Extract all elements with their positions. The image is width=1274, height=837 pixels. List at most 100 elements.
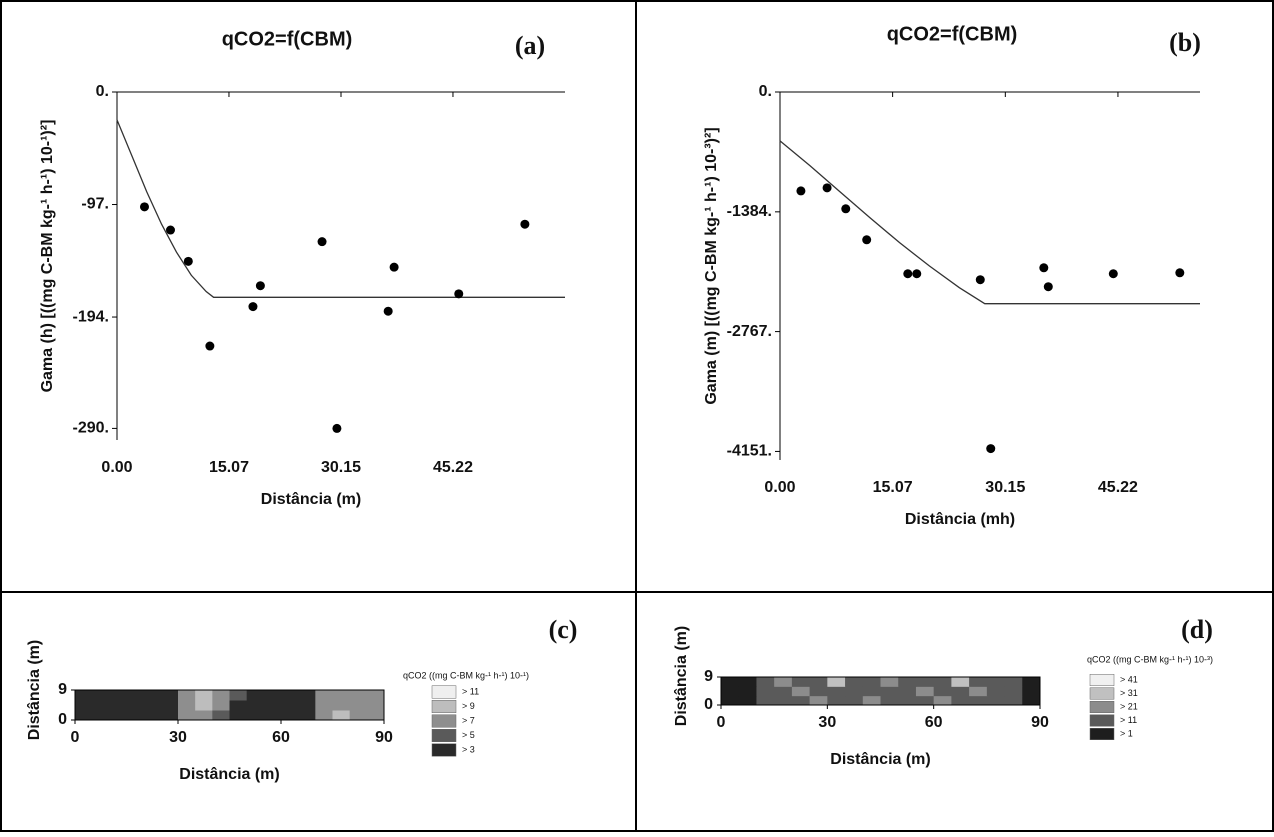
x-tick-label: 90 — [1031, 714, 1049, 731]
y-tick-label: 0. — [759, 83, 772, 100]
contour-cell — [92, 710, 110, 721]
y-axis-label: Distância (m) — [26, 640, 43, 740]
legend-label: > 31 — [1120, 688, 1138, 698]
contour-cell — [281, 710, 299, 721]
point — [205, 341, 215, 351]
contour-cell — [845, 686, 864, 697]
contour-cell — [178, 710, 196, 721]
contour-cell — [1022, 686, 1041, 697]
contour-cell — [281, 700, 299, 711]
contour-cell — [969, 686, 988, 697]
x-tick-label: 30.15 — [985, 479, 1025, 496]
point — [383, 306, 393, 316]
contour-cell — [738, 677, 757, 687]
contour-cell — [349, 700, 368, 711]
contour-cell — [1022, 695, 1041, 706]
contour-cell — [109, 700, 127, 711]
contour-cell — [315, 690, 333, 701]
contour-cell — [160, 690, 179, 701]
y-tick-label: -4151. — [727, 443, 772, 460]
y-tick-label: -97. — [81, 196, 109, 213]
contour-cell — [212, 690, 230, 701]
point — [165, 225, 175, 235]
legend-label: > 11 — [462, 686, 479, 696]
y-tick-label: -1384. — [727, 203, 772, 220]
panel-label: (d) — [1181, 615, 1213, 644]
contour-cell — [1022, 677, 1041, 687]
y-axis-label: Gama (m) [((mg C-BM kg-¹ h-¹) 10-³)²] — [703, 127, 720, 404]
contour-cell — [951, 695, 970, 706]
x-tick-label: 30 — [818, 714, 836, 731]
point — [1108, 269, 1118, 279]
x-tick-label: 60 — [925, 714, 943, 731]
contour-cell — [178, 690, 196, 701]
contour-cell — [143, 710, 162, 721]
contour-cell — [845, 677, 864, 687]
contour-cell — [246, 710, 265, 721]
contour-cell — [160, 710, 179, 721]
point — [139, 202, 149, 212]
contour-cell — [791, 686, 811, 697]
contour-cell — [298, 710, 316, 721]
contour-cell — [109, 710, 127, 721]
contour-cell — [1004, 695, 1023, 706]
contour-cell — [263, 690, 282, 701]
contour-cell — [880, 677, 899, 687]
contour-cell — [756, 695, 775, 706]
point — [520, 219, 530, 229]
contour-cell — [986, 677, 1006, 687]
contour-cell — [298, 690, 316, 701]
legend-swatch — [431, 714, 457, 728]
contour-cell — [721, 686, 740, 697]
contour-cell — [160, 700, 179, 711]
contour-cell — [845, 695, 864, 706]
contour-cell — [195, 690, 213, 701]
y-axis-label: Distância (m) — [673, 626, 690, 726]
contour-cell — [809, 695, 828, 706]
point — [912, 269, 922, 279]
contour-cell — [366, 700, 385, 711]
legend-swatch — [431, 685, 457, 699]
model-line — [116, 119, 565, 298]
contour-cell — [827, 677, 846, 687]
contour-cell — [969, 677, 988, 687]
point — [1175, 268, 1185, 278]
x-tick-label: 60 — [272, 729, 290, 746]
x-tick-label: 15.07 — [209, 459, 249, 476]
contour-cell — [933, 686, 952, 697]
contour-cell — [791, 677, 811, 687]
x-axis-label: Distância (mh) — [905, 511, 1015, 528]
contour-cell — [969, 695, 988, 706]
contour-cell — [126, 700, 145, 711]
x-axis-label: Distância (m) — [830, 751, 930, 768]
legend-label: > 7 — [462, 715, 475, 725]
point — [796, 186, 806, 196]
contour-cell — [109, 690, 127, 701]
legend-label: > 3 — [462, 744, 475, 754]
contour-cell — [349, 690, 368, 701]
contour-cell — [898, 677, 917, 687]
legend-label: > 41 — [1120, 674, 1138, 684]
legend-title: qCO2 ((mg C-BM kg-¹ h-¹) 10-³) — [1087, 654, 1213, 664]
legend-swatch — [1089, 687, 1115, 700]
contour-cell — [721, 677, 740, 687]
contour-cell — [315, 710, 333, 721]
plot-border — [74, 689, 385, 721]
panel-label: (c) — [549, 615, 578, 644]
point — [822, 183, 832, 193]
x-tick-label: 30 — [169, 729, 187, 746]
y-tick-label: 9 — [704, 668, 713, 685]
point — [389, 262, 399, 272]
x-tick-label: 15.07 — [873, 479, 913, 496]
chart-title: qCO2=f(CBM) — [222, 28, 353, 50]
y-tick-label: -194. — [73, 308, 109, 325]
point — [255, 281, 265, 291]
model-line — [779, 140, 1200, 305]
legend-swatch — [431, 729, 457, 742]
contour-cell — [195, 700, 213, 711]
contour-cell — [880, 695, 899, 706]
contour-cell — [827, 686, 846, 697]
contour-cell — [774, 686, 793, 697]
y-axis-label: Gama (h) [((mg C-BM kg-¹ h-¹) 10-¹)²] — [39, 120, 56, 393]
contour-cell — [774, 677, 793, 687]
